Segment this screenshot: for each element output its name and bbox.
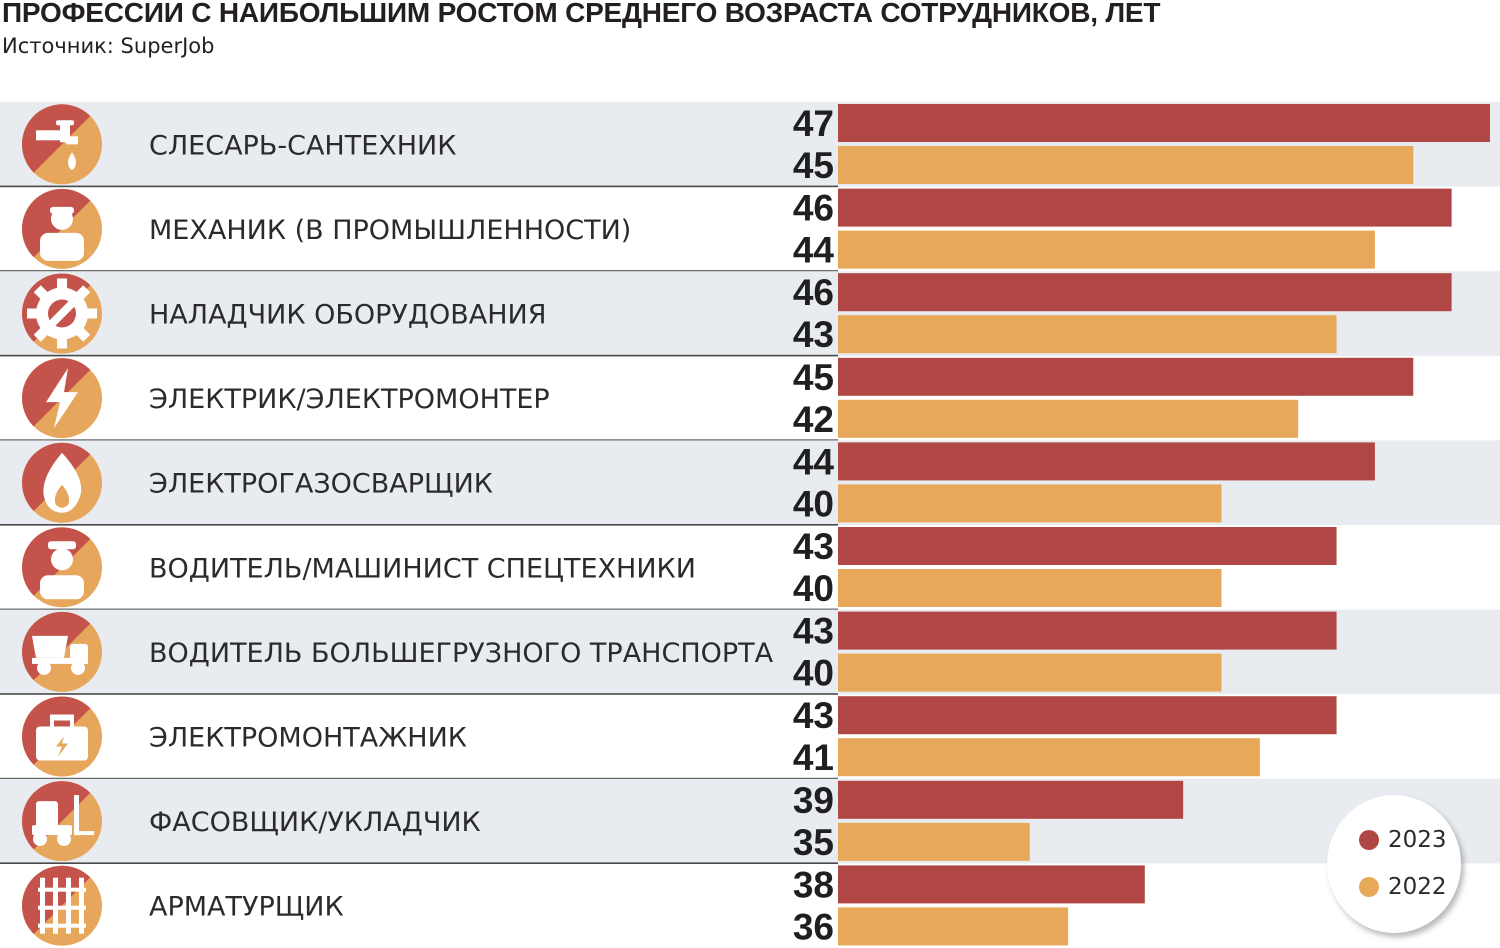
value-label-2023: 43 [793,695,834,736]
row-divider [0,693,838,695]
category-label: ФАСОВЩИК/УКЛАДЧИК [149,807,481,838]
forklift-icon [22,781,102,862]
row-divider [0,862,838,864]
lightning-icon [22,358,102,439]
value-label-2023: 39 [793,780,834,821]
legend-swatch-2022 [1359,877,1379,897]
value-label-2022: 42 [793,399,834,440]
category-label: ЭЛЕКТРИК/ЭЛЕКТРОМОНТЕР [149,384,550,415]
category-label: НАЛАДЧИК ОБОРУДОВАНИЯ [149,300,546,331]
bar-2022 [838,146,1414,184]
bar-2023 [838,780,1184,819]
bar-2023 [838,188,1452,227]
driver-cap-icon [22,527,102,608]
legend-label-2022: 2022 [1388,874,1447,900]
bar-2023 [838,104,1490,142]
value-label-2022: 36 [793,906,834,947]
legend: 2023 2022 [1327,795,1461,933]
row-divider [0,185,838,188]
value-label-2022: 41 [793,737,834,778]
value-label-2023: 44 [793,441,835,482]
value-label-2023: 43 [793,611,834,652]
bar-2023 [838,611,1337,650]
legend-item-2023: 2023 [1359,827,1447,853]
category-label: ВОДИТЕЛЬ БОЛЬШЕГРУЗНОГО ТРАНСПОРТА [149,638,774,669]
category-label: ВОДИТЕЛЬ/МАШИНИСТ СПЕЦТЕХНИКИ [149,553,696,584]
category-label: ЭЛЕКТРОМОНТАЖНИК [149,723,467,754]
category-label: СЛЕСАРЬ-САНТЕХНИК [149,130,456,161]
row-divider [0,354,838,357]
bar-2022 [838,399,1299,438]
bar-2022 [838,315,1337,354]
value-label-2022: 40 [793,483,834,524]
chart-title: ПРОФЕССИИ С НАИБОЛЬШИМ РОСТОМ СРЕДНЕГО В… [2,0,1161,28]
flame-icon [21,442,102,523]
legend-item-2022: 2022 [1359,874,1447,900]
value-label-2022: 44 [793,230,835,271]
row-divider [0,524,838,526]
toolbox-icon [22,696,102,777]
value-label-2022: 45 [793,145,834,186]
legend-label-2023: 2023 [1388,827,1447,853]
category-label: МЕХАНИК (В ПРОМЫШЛЕННОСТИ) [149,215,631,246]
bar-2022 [838,907,1069,946]
category-label: ЭЛЕКТРОГАЗОСВАРЩИК [149,469,493,500]
bar-2023 [838,527,1337,565]
value-label-2022: 43 [793,314,834,355]
chart-source: Источник: SuperJob [2,34,215,58]
bar-2023 [838,442,1375,481]
value-label-2022: 40 [793,653,834,694]
bar-2023 [838,696,1337,735]
bar-2022 [838,230,1375,269]
bar-2022 [838,822,1030,861]
category-label: АРМАТУРЩИК [149,892,344,923]
row-divider [0,777,838,780]
bar-2022 [838,738,1260,777]
value-label-2022: 40 [793,568,834,609]
legend-swatch-2023 [1359,830,1379,850]
row-background [0,778,1500,864]
row-divider [0,270,838,272]
faucet-icon [21,104,102,185]
value-label-2023: 47 [793,103,834,144]
bar-2022 [838,569,1222,607]
row-divider [0,608,838,611]
value-label-2022: 35 [793,822,834,863]
dump-truck-icon [22,611,102,692]
value-label-2023: 38 [793,864,834,905]
value-label-2023: 43 [793,526,834,567]
bar-2023 [838,273,1452,312]
mechanic-worker-icon [21,188,102,269]
bar-2022 [838,484,1222,523]
bar-2023 [838,357,1414,396]
rebar-frame-icon [21,865,102,946]
gear-wrench-icon [22,273,102,354]
bar-2023 [838,865,1145,904]
bar-2022 [838,653,1222,692]
row-divider [0,439,838,441]
value-label-2023: 45 [793,357,834,398]
value-label-2023: 46 [793,272,834,313]
value-label-2023: 46 [793,188,834,229]
